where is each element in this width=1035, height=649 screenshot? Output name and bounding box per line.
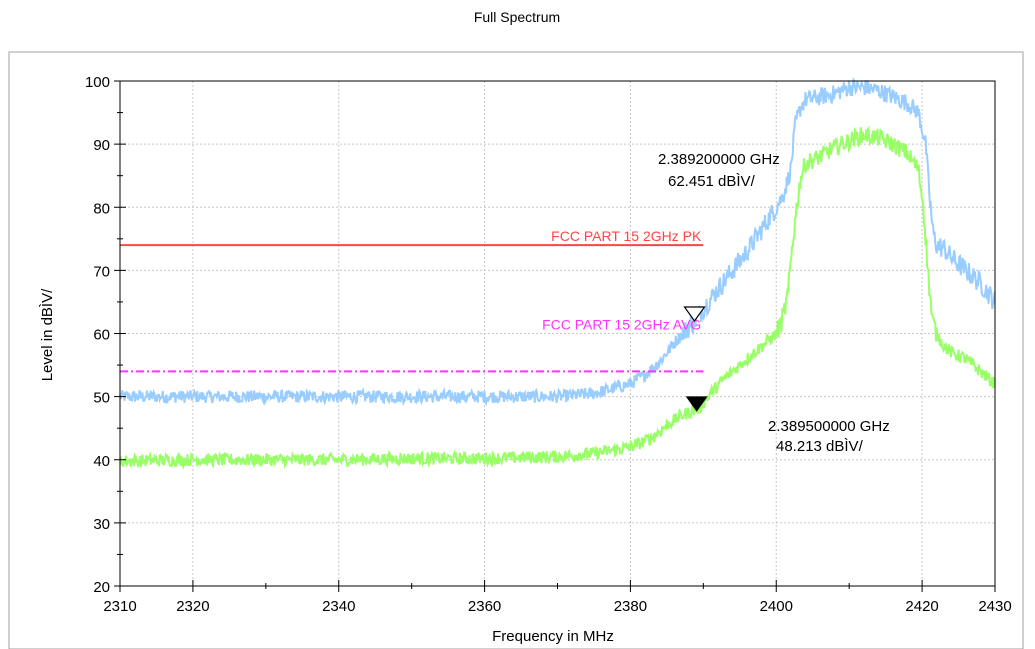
x-tick-label: 2430 — [978, 598, 1011, 615]
y-tick-label: 60 — [93, 327, 110, 344]
x-tick-label: 2310 — [103, 598, 136, 615]
y-tick-label: 70 — [93, 263, 110, 280]
y-tick-label: 20 — [93, 579, 110, 596]
y-axis-label: Level in dBÌV/ — [39, 288, 56, 381]
marker-1-frequency: 2.389200000 GHz — [658, 151, 780, 168]
y-tick-label: 50 — [93, 390, 110, 407]
marker-1-open-triangle — [683, 306, 706, 323]
series-layer — [119, 77, 996, 470]
x-tick-label: 2420 — [905, 598, 938, 615]
axes — [114, 80, 996, 592]
x-tick-label: 2380 — [614, 598, 647, 615]
limit-lines: FCC PART 15 2GHz PK FCC PART 15 2GHz AVG — [120, 228, 704, 373]
marker-2-frequency: 2.389500000 GHz — [768, 418, 890, 435]
limit-label-avg: FCC PART 15 2GHz AVG — [542, 316, 701, 332]
y-tick-label: 80 — [93, 200, 110, 217]
marker-1-level: 62.451 dBÌV/ — [668, 173, 756, 190]
x-tick-label: 2360 — [468, 598, 501, 615]
chart-title: Full Spectrum — [474, 9, 560, 25]
y-tick-label: 100 — [85, 74, 110, 91]
markers: 2.389200000 GHz 62.451 dBÌV/ 2.389500000… — [658, 151, 890, 455]
limit-label-pk: FCC PART 15 2GHz PK — [551, 228, 702, 244]
marker-2-filled-triangle — [685, 396, 708, 412]
series-line-peak — [119, 77, 996, 407]
grid — [119, 80, 996, 587]
x-axis-label: Frequency in MHz — [492, 628, 614, 645]
tick-labels: 20 30 40 50 60 70 80 90 100 2310 2320 2340 2360 2380 2… — [85, 74, 1012, 615]
y-tick-label: 90 — [93, 137, 110, 154]
x-tick-label: 2340 — [322, 598, 355, 615]
marker-2-level: 48.213 dBÌV/ — [776, 438, 864, 455]
y-tick-label: 40 — [93, 453, 110, 470]
x-tick-label: 2320 — [176, 598, 209, 615]
series-line-average — [119, 125, 996, 470]
chart-frame — [8, 51, 1024, 649]
y-tick-label: 30 — [93, 516, 110, 533]
x-tick-label: 2400 — [760, 598, 793, 615]
